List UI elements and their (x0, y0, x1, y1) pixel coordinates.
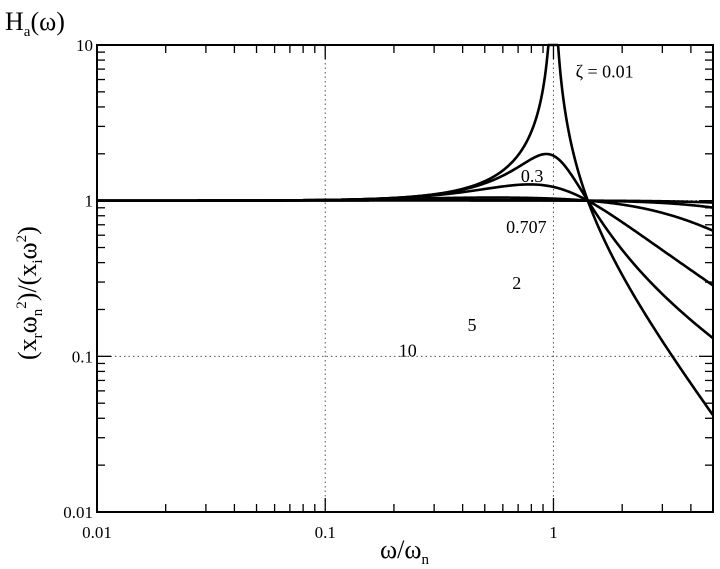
y-label-part: 2 (14, 301, 30, 309)
title-main: H (5, 7, 24, 36)
curve-label-0_707: 0.707 (506, 217, 547, 237)
curve-zeta-0_3 (96, 152, 714, 340)
curve-label-0_01: ζ = 0.01 (576, 61, 634, 81)
y-tick-label: 10 (76, 36, 93, 55)
tick-labels: 0.01 0.1 1 0.01 0.1 1 10 (63, 36, 557, 542)
curve-label-2: 2 (512, 273, 521, 293)
curve-zeta-10 (96, 199, 714, 204)
curves (96, 43, 715, 416)
x-tick-label: 1 (549, 523, 558, 542)
y-label-part: r (30, 333, 46, 338)
y-label-part: (x (13, 338, 42, 360)
minor-ticks (96, 44, 714, 513)
y-label-part: ) (13, 226, 42, 235)
y-tick-label: 0.01 (63, 503, 93, 522)
x-label-subscript: n (421, 552, 429, 568)
x-label-main: ω/ω (380, 535, 421, 564)
y-tick-label: 1 (85, 192, 94, 211)
y-label-part: 2 (14, 235, 30, 243)
curve-labels: ζ = 0.01 0.3 0.707 2 5 10 (399, 61, 634, 360)
title-subscript: a (24, 24, 31, 40)
y-axis-label: (xrωn2)/(xiω2) (13, 226, 46, 360)
grid-lines (97, 45, 713, 512)
chart-title: Ha(ω) (5, 7, 65, 40)
x-tick-label: 0.01 (82, 523, 112, 542)
x-tick-label: 0.1 (315, 523, 336, 542)
x-axis-label: ω/ωn (380, 535, 429, 568)
y-label-part: )/(x (13, 264, 42, 302)
curve-label-5: 5 (467, 315, 476, 335)
plot-frame (96, 44, 714, 513)
y-label-part: ω (13, 316, 42, 333)
y-tick-label: 0.1 (72, 347, 93, 366)
curve-label-0_3: 0.3 (521, 166, 544, 186)
y-label-part: i (30, 259, 46, 263)
y-label-part: n (30, 308, 46, 316)
title-suffix: (ω) (30, 7, 64, 36)
curve-label-10: 10 (399, 340, 417, 360)
y-label-part: ω (13, 242, 42, 259)
